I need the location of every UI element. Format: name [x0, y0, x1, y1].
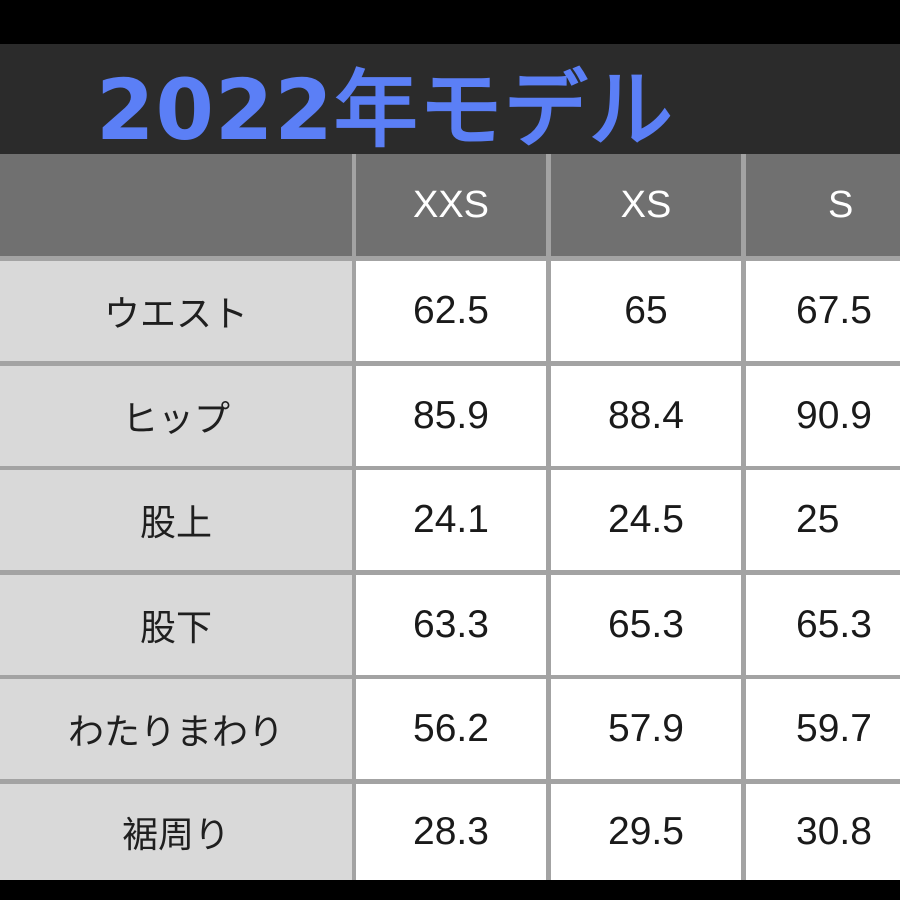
measurement-value: 59.7 — [746, 679, 900, 779]
measurement-label: わたりまわり — [0, 679, 352, 779]
measurement-label: ウエスト — [0, 261, 352, 361]
title-band: 2022年モデル — [0, 44, 900, 154]
measurement-value: 29.5 — [551, 784, 741, 880]
header-corner-cell — [0, 154, 352, 256]
measurement-value: 24.5 — [551, 470, 741, 570]
measurement-value: 62.5 — [356, 261, 546, 361]
measurement-value: 67.5 — [746, 261, 900, 361]
model-year-title: 2022年モデル — [96, 61, 674, 159]
size-header-xxs: XXS — [356, 154, 546, 256]
measurement-value: 30.8 — [746, 784, 900, 880]
size-header-s: S — [746, 154, 900, 256]
measurement-value: 57.9 — [551, 679, 741, 779]
measurement-value: 90.9 — [746, 366, 900, 466]
measurement-label: 股下 — [0, 575, 352, 675]
top-black-bar — [0, 0, 900, 44]
size-header-xs: XS — [551, 154, 741, 256]
measurement-value: 85.9 — [356, 366, 546, 466]
measurement-value: 88.4 — [551, 366, 741, 466]
measurement-value: 65 — [551, 261, 741, 361]
size-chart-table: XXS XS S ウエスト 62.5 65 67.5 ヒップ 85.9 88.4 90.9 股上 24.… — [0, 154, 900, 880]
measurement-label: ヒップ — [0, 366, 352, 466]
bottom-black-bar — [0, 880, 900, 900]
measurement-value: 63.3 — [356, 575, 546, 675]
measurement-value: 65.3 — [551, 575, 741, 675]
measurement-value: 24.1 — [356, 470, 546, 570]
measurement-label: 股上 — [0, 470, 352, 570]
measurement-value: 25 — [746, 470, 900, 570]
measurement-label: 裾周り — [0, 784, 352, 880]
measurement-value: 56.2 — [356, 679, 546, 779]
measurement-value: 28.3 — [356, 784, 546, 880]
measurement-value: 65.3 — [746, 575, 900, 675]
